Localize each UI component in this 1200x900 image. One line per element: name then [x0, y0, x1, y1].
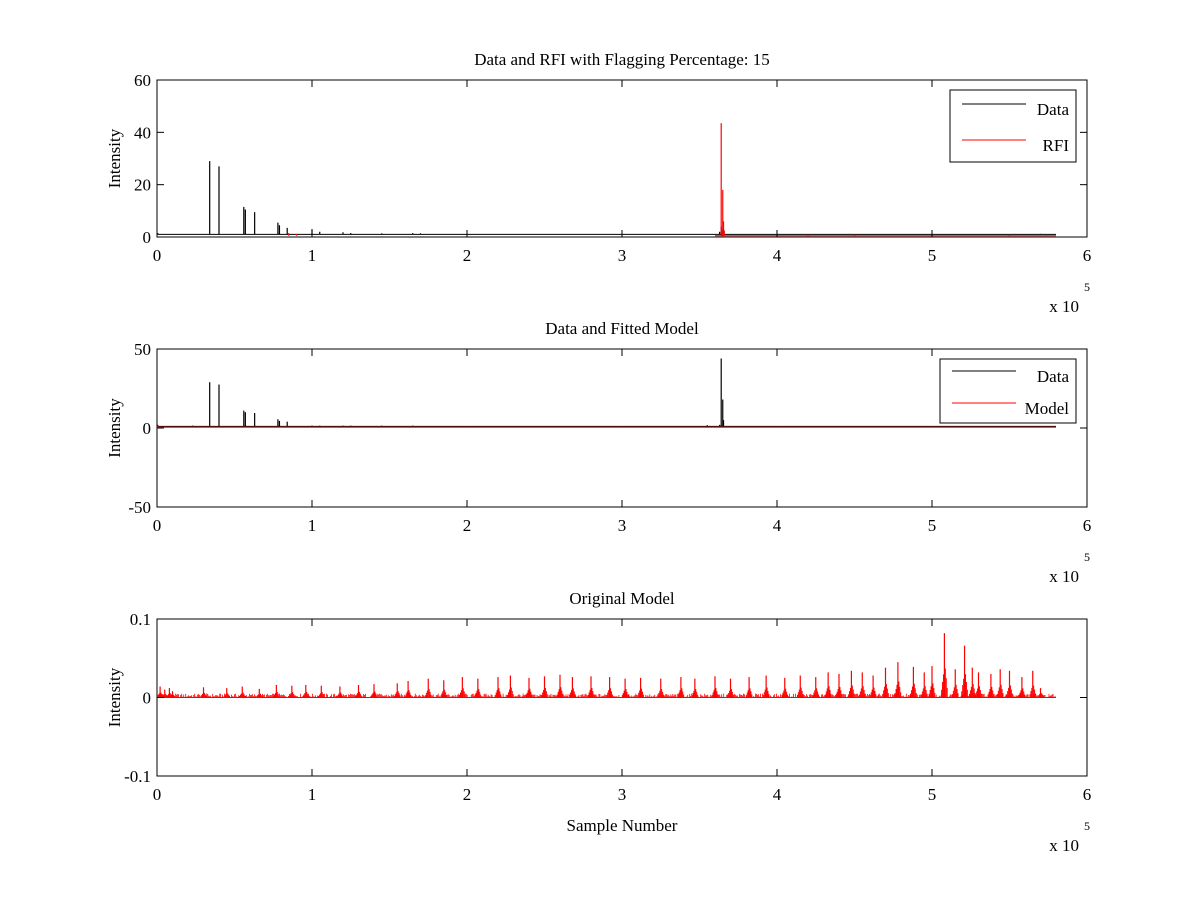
- x-multiplier-exponent: 5: [1084, 819, 1090, 833]
- legend-box: [949, 89, 1077, 163]
- y-tick-label: 0: [143, 419, 152, 438]
- x-tick-label: 0: [153, 246, 162, 265]
- legend-label-1: Data: [1037, 367, 1070, 386]
- series-group: [157, 358, 1056, 428]
- x-tick-label: 3: [618, 246, 627, 265]
- x-tick-label: 6: [1083, 516, 1092, 535]
- x-tick-label: 6: [1083, 785, 1092, 804]
- legend-label-2: Model: [1025, 399, 1070, 418]
- x-tick-label: 4: [773, 246, 782, 265]
- x-tick-label: 1: [308, 516, 317, 535]
- x-multiplier-base: x 10: [1049, 297, 1079, 316]
- x-tick-label: 2: [463, 246, 472, 265]
- x-tick-label: 4: [773, 785, 782, 804]
- x-tick-label: 5: [928, 785, 937, 804]
- chart-title: Original Model: [569, 589, 675, 608]
- y-tick-label: 0: [143, 228, 152, 247]
- x-tick-label: 3: [618, 516, 627, 535]
- x-tick-label: 5: [928, 516, 937, 535]
- legend-box: [939, 358, 1077, 424]
- y-tick-label: 20: [134, 176, 151, 195]
- y-axis-label: Intensity: [105, 667, 124, 727]
- y-axis-label: Intensity: [105, 128, 124, 188]
- legend: Data Model: [939, 358, 1077, 424]
- plot-area: [156, 348, 1088, 508]
- plot-area: [156, 79, 1088, 238]
- legend-label-1: Data: [1037, 100, 1070, 119]
- x-tick-label: 4: [773, 516, 782, 535]
- y-tick-label: -0.1: [124, 767, 151, 786]
- series-group: [157, 633, 1056, 698]
- x-tick-label: 6: [1083, 246, 1092, 265]
- y-axis-label: Intensity: [105, 398, 124, 458]
- x-tick-label: 5: [928, 246, 937, 265]
- legend-label-2: RFI: [1043, 136, 1070, 155]
- y-tick-label: -50: [128, 498, 151, 517]
- chart-title: Data and Fitted Model: [545, 319, 699, 338]
- x-multiplier-base: x 10: [1049, 836, 1079, 855]
- legend: Data RFI: [949, 89, 1077, 163]
- x-multiplier-exponent: 5: [1084, 550, 1090, 564]
- x-multiplier-exponent: 5: [1084, 280, 1090, 294]
- x-tick-label: 1: [308, 785, 317, 804]
- y-tick-label: 40: [134, 123, 151, 142]
- x-tick-label: 1: [308, 246, 317, 265]
- x-multiplier-base: x 10: [1049, 567, 1079, 586]
- y-tick-label: 0.1: [130, 610, 151, 629]
- x-tick-label: 3: [618, 785, 627, 804]
- y-tick-label: 0: [143, 689, 152, 708]
- x-tick-label: 2: [463, 516, 472, 535]
- y-tick-label: 50: [134, 340, 151, 359]
- x-tick-label: 0: [153, 516, 162, 535]
- y-tick-label: 60: [134, 71, 151, 90]
- x-axis-label: Sample Number: [567, 816, 678, 835]
- x-tick-label: 0: [153, 785, 162, 804]
- series-group: [157, 123, 1056, 237]
- x-tick-label: 2: [463, 785, 472, 804]
- chart-title: Data and RFI with Flagging Percentage: 1…: [474, 50, 770, 69]
